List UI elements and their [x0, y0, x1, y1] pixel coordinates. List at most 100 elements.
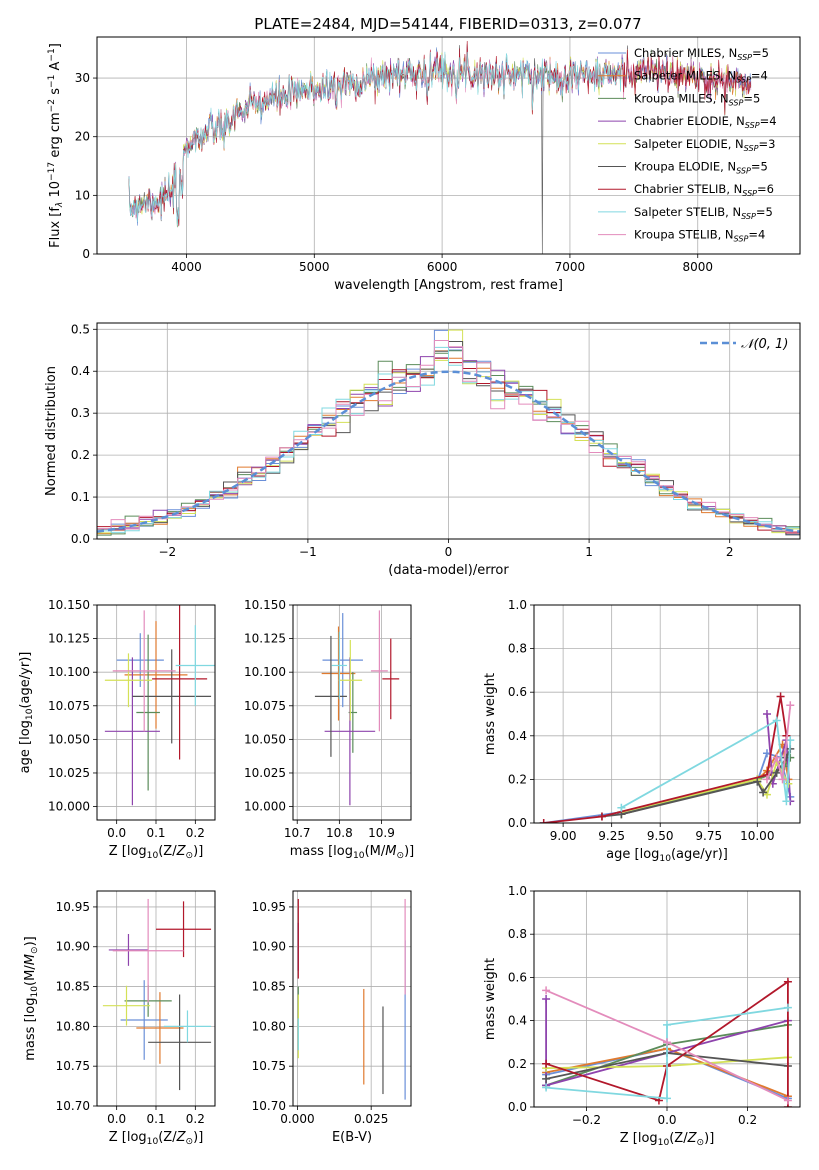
plot-area: [539, 692, 795, 823]
plot-area: [97, 329, 800, 536]
x-tick-label: 5000: [299, 260, 330, 274]
y-tick-label: 10.85: [56, 980, 90, 994]
y-tick-label: 10.90: [56, 940, 90, 954]
weight-marker: [782, 797, 791, 806]
y-axis-label: mass weight: [483, 958, 498, 1040]
weight-marker: [539, 819, 548, 823]
y-tick-label: 0.2: [508, 772, 527, 786]
weight-marker: [786, 701, 795, 710]
y-tick-label: 10: [75, 188, 90, 202]
y-tick-label: 10.125: [244, 632, 286, 646]
y-tick-label: 0.1: [71, 490, 90, 504]
y-tick-label: 1.0: [508, 884, 527, 898]
legend-entry: Salpeter ELODIE, NSSP​=3: [634, 137, 775, 153]
weight-marker: [663, 1038, 671, 1047]
x-tick-label: 2: [726, 545, 734, 559]
x-tick-label: −2: [158, 545, 176, 559]
y-tick-label: 10.80: [56, 1019, 90, 1033]
y-axis-label: age [log10​(age/yr)]: [18, 652, 35, 774]
x-tick-label: 0.025: [354, 1112, 388, 1126]
weight-line: [546, 1006, 789, 1100]
x-tick-label: 0.0: [657, 1113, 676, 1127]
x-tick-label: 9.75: [695, 829, 722, 843]
chart-residuals: −2 −1 0 1 2 0.0 0.1 0.2 0.3 0.4 0.5 (data-model)/er…: [44, 322, 801, 578]
x-axis-label: Z [log10​(Z/Z⊙​)]: [109, 844, 204, 861]
weight-marker: [753, 777, 762, 786]
axes-frame: [96, 36, 801, 255]
chart-weight_vs_age: 9.00 9.25 9.50 9.75 10.00 0.0 0.2 0.4 0.6 0.8 1.0 a…: [483, 598, 801, 864]
y-axis-label: mass weight: [483, 673, 498, 755]
x-tick-label: 8000: [682, 260, 713, 274]
x-tick-label: 10.9: [368, 826, 395, 840]
x-tick-label: 10.7: [284, 826, 311, 840]
weight-marker: [542, 1059, 551, 1068]
axes-frame: [96, 890, 216, 1107]
y-tick-label: 0.4: [71, 364, 90, 378]
y-tick-label: 10.075: [48, 699, 90, 713]
weight-marker: [663, 1094, 671, 1103]
plot-area: [104, 605, 215, 806]
x-tick-label: −1: [299, 545, 317, 559]
y-tick-label: 0.0: [71, 532, 90, 546]
y-tick-label: 0.3: [71, 406, 90, 420]
plot-area: [314, 610, 400, 806]
y-tick-label: 10.100: [48, 665, 90, 679]
y-tick-label: 10.95: [56, 900, 90, 914]
y-tick-label: 10.150: [244, 598, 286, 612]
weight-marker: [542, 1083, 551, 1092]
y-tick-label: 10.100: [244, 665, 286, 679]
legend-entry: Salpeter STELIB, NSSP​=5: [634, 205, 773, 221]
histogram-step: [97, 340, 800, 533]
x-tick-label: 9.25: [598, 829, 625, 843]
y-tick-label: 0.6: [508, 970, 527, 984]
y-tick-label: 0: [82, 247, 90, 261]
chart-spectrum: 4000 5000 6000 7000 8000 0 10 20 30 wavelength [A…: [47, 36, 801, 293]
y-tick-label: 10.075: [244, 699, 286, 713]
y-tick-label: 10.80: [252, 1019, 286, 1033]
weight-marker: [772, 716, 781, 725]
legend-entry: Kroupa MILES, NSSP​=5: [634, 91, 760, 107]
y-tick-label: 10.050: [48, 732, 90, 746]
weight-marker: [772, 768, 781, 777]
chart-weight_vs_z: −0.2 0.0 0.2 0.0 0.2 0.4 0.6 0.8 1.0 Z [log10​(Z/…: [483, 884, 801, 1148]
y-tick-label: 10.150: [48, 598, 90, 612]
y-tick-label: 0.8: [508, 927, 527, 941]
y-tick-label: 1.0: [508, 598, 527, 612]
legend-entry: 𝒩(0, 1): [741, 337, 788, 352]
legend-entry: Chabrier MILES, NSSP​=5: [634, 46, 769, 62]
y-tick-label: 30: [75, 71, 90, 85]
plot-area: [542, 977, 792, 1107]
x-tick-label: 9.00: [550, 829, 577, 843]
y-tick-label: 10.85: [252, 980, 286, 994]
weight-marker: [597, 812, 606, 821]
y-tick-label: 0.6: [508, 685, 527, 699]
weight-marker: [759, 788, 768, 797]
x-tick-label: 0.1: [146, 1112, 165, 1126]
y-tick-label: 10.70: [252, 1099, 286, 1113]
y-tick-label: 10.025: [48, 766, 90, 780]
x-tick-label: 0.2: [738, 1113, 757, 1127]
x-axis-label: age [log10​(age/yr)]: [606, 847, 728, 864]
x-tick-label: 1: [585, 545, 593, 559]
weight-line: [620, 719, 792, 809]
figure-title: PLATE=2484, MJD=54144, FIBERID=0313, z=0…: [254, 15, 641, 33]
y-tick-label: 10.025: [244, 766, 286, 780]
x-axis-label: mass [log10​(M/M⊙​)]: [290, 844, 414, 861]
weight-marker: [617, 803, 626, 812]
plot-area: [102, 898, 212, 1091]
x-tick-label: 6000: [427, 260, 458, 274]
weight-marker: [542, 995, 551, 1003]
weight-marker: [542, 986, 551, 995]
weight-marker: [783, 1003, 792, 1012]
x-axis-label: Z [log10​(Z/Z⊙​)]: [620, 1131, 715, 1148]
weight-marker: [786, 736, 795, 745]
y-tick-label: 0.8: [508, 642, 527, 656]
legend-entry: Kroupa ELODIE, NSSP​=5: [634, 160, 768, 176]
weight-marker: [783, 1096, 792, 1105]
y-axis-label: mass [log10​(M/M⊙​)]: [23, 936, 40, 1060]
x-tick-label: 0.1: [146, 826, 165, 840]
x-tick-label: 0.000: [280, 1112, 314, 1126]
legend-entry: Chabrier STELIB, NSSP​=6: [634, 182, 774, 198]
x-tick-label: 10.00: [740, 829, 774, 843]
x-tick-label: 7000: [555, 260, 586, 274]
